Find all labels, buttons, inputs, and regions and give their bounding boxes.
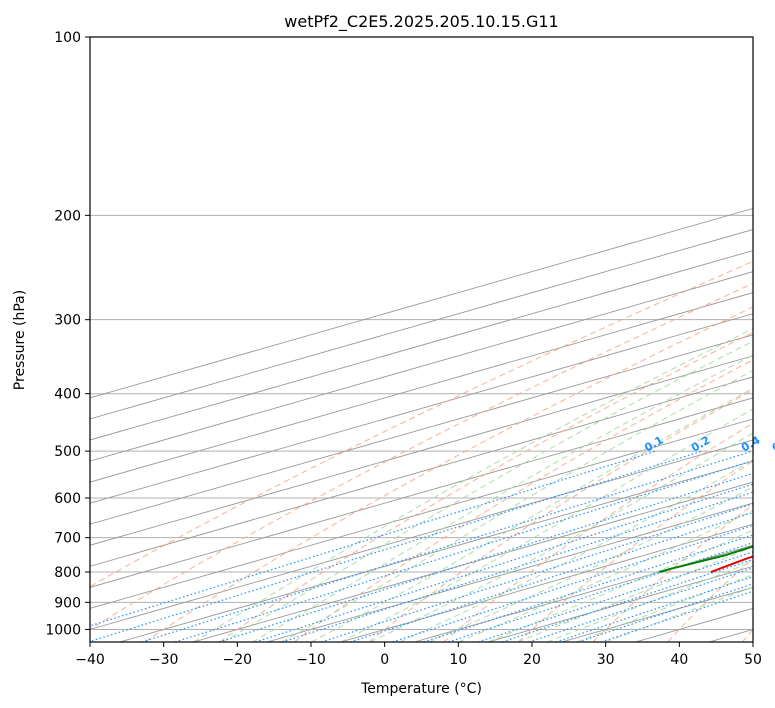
x-tick-label: 0 <box>380 652 389 668</box>
y-tick-label: 400 <box>54 387 81 403</box>
moist-adiabat-line <box>369 432 753 642</box>
isotherm-line <box>90 250 753 441</box>
plot-frame <box>89 36 754 643</box>
y-tick-label: 200 <box>54 208 81 224</box>
x-tick-label: 10 <box>449 652 467 668</box>
y-tick-label: 900 <box>54 595 81 611</box>
mixing-ratio-label: 0.6 <box>770 433 775 454</box>
x-tick-label: 30 <box>597 652 615 668</box>
isotherm-line <box>90 355 753 546</box>
y-axis-label: Pressure (hPa) <box>12 290 28 390</box>
moist-adiabat-line <box>399 459 753 642</box>
x-axis-label: Temperature (°C) <box>360 681 482 697</box>
isotherm-line <box>340 523 753 642</box>
isotherm-line <box>119 460 753 642</box>
y-tick-label: 100 <box>54 30 81 46</box>
moist-adiabat-line <box>281 369 753 642</box>
plot-annotations: 0.10.20.40.611.5234681013162025303610203… <box>642 433 775 607</box>
mixing-ratio-line <box>350 511 753 642</box>
y-tick-label: 300 <box>54 313 81 329</box>
y-axis: 100 200 300 400 500 600 700 800 900 1000 <box>45 30 90 638</box>
mixing-ratio-line <box>174 459 753 642</box>
moist-adiabat-line <box>517 546 753 642</box>
x-axis: −40 −30 −20 −10 0 10 20 30 40 50 <box>75 642 762 668</box>
mixing-ratio-line <box>281 491 753 642</box>
x-tick-label: −10 <box>296 652 326 668</box>
isotherm-line <box>90 207 753 399</box>
plot-background-lines <box>90 37 753 642</box>
mixing-ratio-line <box>255 483 753 642</box>
moist-adiabat-line <box>193 328 753 642</box>
isotherm-line <box>266 502 753 642</box>
mixing-ratio-line <box>321 503 753 642</box>
x-tick-label: −40 <box>75 652 105 668</box>
x-tick-label: 20 <box>523 652 541 668</box>
y-tick-label: 700 <box>54 531 81 547</box>
mixing-ratio-line <box>141 450 753 642</box>
mixing-ratio-line <box>423 534 753 642</box>
isotherm-line <box>90 229 753 420</box>
y-tick-label: 600 <box>54 491 81 507</box>
isotherm-line <box>90 439 753 630</box>
isotherm-line <box>90 376 753 567</box>
y-tick-label: 800 <box>54 565 81 581</box>
isotherm-line <box>90 313 753 504</box>
moist-adiabat-line <box>222 340 753 642</box>
mixing-ratio-line <box>90 450 656 627</box>
isotherm-line <box>90 397 753 588</box>
mixing-ratio-line <box>90 450 703 642</box>
isotherm-line <box>193 481 753 642</box>
y-tick-label: 500 <box>54 444 81 460</box>
moist-adiabat-line <box>340 408 753 642</box>
isotherm-line <box>90 271 753 462</box>
mixing-ratio-line <box>392 524 753 642</box>
dry-adiabat-line <box>592 504 753 642</box>
x-tick-label: 40 <box>670 652 688 668</box>
dry-adiabat-line <box>90 260 753 588</box>
dry-adiabat-label: 40 <box>772 587 775 607</box>
moist-adiabat-line <box>252 354 753 642</box>
x-tick-label: −20 <box>223 652 253 668</box>
chart-title: wetPf2_C2E5.2025.205.10.15.G11 <box>284 12 558 32</box>
x-tick-label: −30 <box>149 652 179 668</box>
isotherm-line <box>90 418 753 609</box>
dry-adiabat-line <box>219 331 753 642</box>
isotherm-line <box>90 292 753 483</box>
y-tick-label: 1000 <box>45 622 81 638</box>
x-tick-label: 50 <box>744 652 762 668</box>
isotherm-line <box>90 334 753 525</box>
